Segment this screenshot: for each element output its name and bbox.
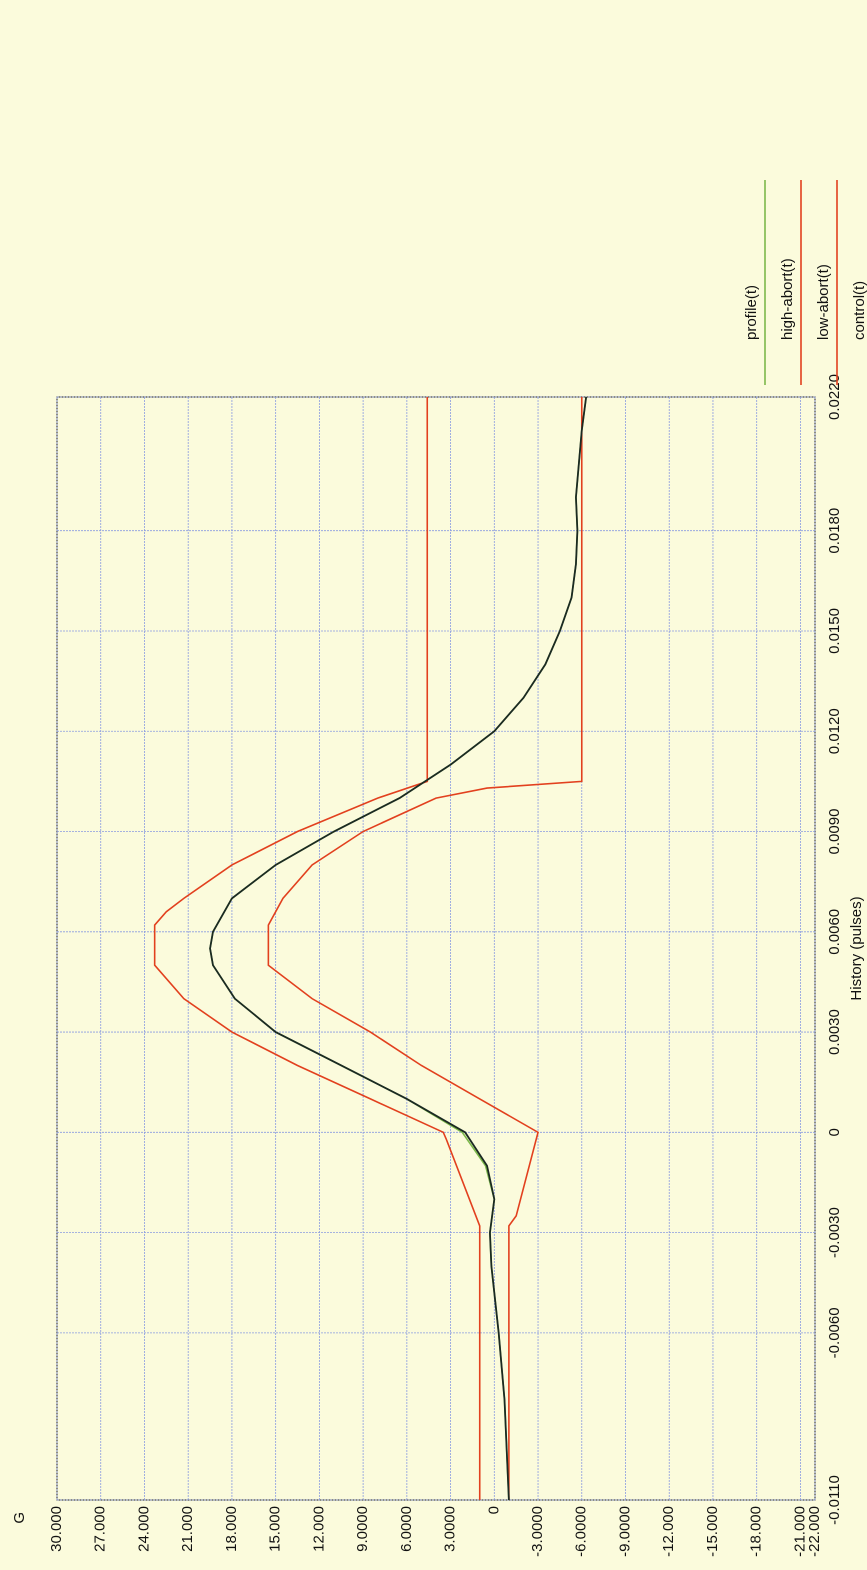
y-tick-label: 27.000 (92, 1506, 109, 1552)
x-tick-label: -0.0110 (826, 1475, 843, 1525)
x-tick-label: 0 (826, 1128, 843, 1136)
x-tick-label: 0.0090 (826, 809, 843, 855)
y-tick-label: 0 (485, 1506, 502, 1514)
y-tick-label: 18.000 (223, 1506, 240, 1552)
x-tick-label: -0.0030 (826, 1207, 843, 1258)
x-tick-label: 0.0180 (826, 508, 843, 554)
series-line (153, 397, 481, 1500)
x-tick-label: 0.0060 (826, 909, 843, 955)
y-tick-label: -6.0000 (573, 1506, 590, 1557)
y-tick-label: -22.000 (806, 1506, 823, 1557)
y-tick-label: 12.000 (310, 1506, 327, 1552)
y-tick-label: -18.000 (748, 1506, 765, 1557)
x-tick-label: 0.0120 (826, 708, 843, 754)
legend-label: high-abort(t) (779, 258, 796, 340)
y-tick-label: 30.000 (48, 1506, 65, 1552)
y-tick-label: -3.0000 (529, 1506, 546, 1557)
y-axis-label: G (11, 1512, 28, 1524)
y-tick-label: 6.0000 (398, 1506, 415, 1552)
y-tick-label: -15.000 (704, 1506, 721, 1557)
series-line (209, 396, 588, 1501)
y-tick-label: 9.0000 (354, 1506, 371, 1552)
x-tick-label: 0.0030 (826, 1009, 843, 1055)
y-tick-label: 15.000 (267, 1506, 284, 1552)
y-tick-label: -21.000 (791, 1506, 808, 1557)
y-tick-label: 21.000 (179, 1506, 196, 1552)
y-tick-label: -9.0000 (616, 1506, 633, 1557)
x-tick-label: -0.0060 (826, 1307, 843, 1358)
x-axis-label: History (pulses) (848, 896, 865, 1000)
y-tick-label: 24.000 (135, 1506, 152, 1552)
plot-frame (56, 396, 816, 1501)
series-line (267, 397, 583, 1500)
legend-label: control(t) (851, 281, 867, 340)
legend-label: low-abort(t) (815, 264, 832, 340)
x-tick-label: 0.0150 (826, 608, 843, 654)
x-tick-label: 0.0220 (826, 374, 843, 420)
y-tick-label: -12.000 (660, 1506, 677, 1557)
y-tick-label: 3.0000 (442, 1506, 459, 1552)
legend-label: profile(t) (743, 285, 760, 340)
